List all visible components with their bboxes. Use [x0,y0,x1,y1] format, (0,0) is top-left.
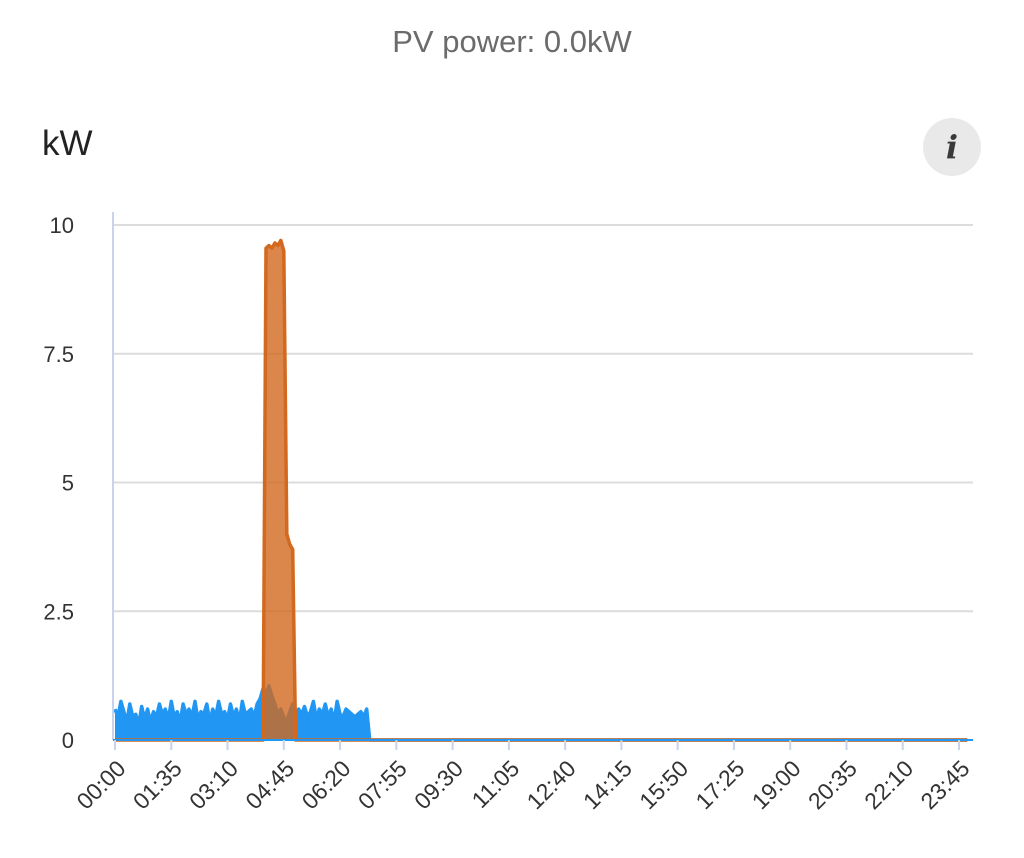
x-tick-label: 19:00 [747,755,806,814]
x-tick-label: 22:10 [859,755,918,814]
grid-lines [113,224,973,613]
series-areas [113,238,968,742]
x-tick-label: 14:15 [578,755,637,814]
y-tick-label: 10 [50,213,74,238]
y-tick-label: 2.5 [43,599,74,624]
page-title: PV power: 0.0kW [392,24,632,59]
x-tick-label: 03:10 [184,755,243,814]
x-tick-label: 11:05 [467,755,525,813]
series-area-1 [115,685,968,740]
y-tick-label: 5 [62,471,74,496]
x-tick-label: 23:45 [915,755,974,814]
y-ticks: 0 2.5 5 7.5 10 [43,213,74,753]
info-button[interactable]: i [923,118,981,176]
x-tick-label: 00:00 [71,755,130,814]
series-line-2 [115,238,968,742]
x-tick-label: 06:20 [297,755,356,814]
x-tick-label: 04:45 [240,755,299,814]
x-tick-label: 17:25 [690,755,749,814]
x-ticks: 00:0001:3503:1004:4506:2007:5509:3011:05… [71,740,975,814]
axes [112,212,973,741]
x-tick-label: 07:55 [353,755,412,814]
x-tick-label: 12:40 [522,755,581,814]
series-line-1 [113,684,968,742]
x-tick-label: 01:35 [128,755,187,814]
chart-unit-label: kW [42,124,93,163]
info-icon: i [945,128,959,166]
y-tick-label: 7.5 [43,342,74,367]
x-tick-label: 09:30 [409,755,468,814]
x-tick-label: 20:35 [803,755,862,814]
x-tick-label: 15:50 [634,755,693,814]
series-area-2 [115,240,968,740]
y-tick-label: 0 [62,728,74,753]
